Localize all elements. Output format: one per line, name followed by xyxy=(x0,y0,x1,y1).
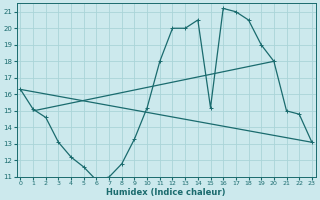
X-axis label: Humidex (Indice chaleur): Humidex (Indice chaleur) xyxy=(107,188,226,197)
